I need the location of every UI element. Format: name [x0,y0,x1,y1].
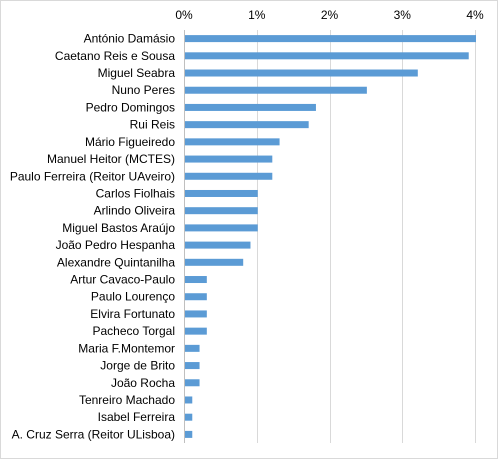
category-label: Maria F.Montemor [78,341,175,355]
bar [185,69,418,77]
bar [185,172,273,180]
category-label: Miguel Seabra [98,66,176,80]
category-label: Paulo Lourenço [91,290,175,304]
category-label: Miguel Bastos Araújo [62,221,175,235]
category-label: A. Cruz Serra (Reitor ULisboa) [12,427,175,441]
bar [185,121,309,129]
x-tick-label: 2% [321,8,339,22]
bar [185,207,258,215]
category-label: Isabel Ferreira [98,410,176,424]
category-labels: António Damásio Caetano Reis e Sousa Migue… [10,32,175,442]
category-label: Rui Reis [130,118,175,132]
category-label: Paulo Ferreira (Reitor UAveiro) [10,169,175,183]
x-tick-label: 3% [394,8,412,22]
category-label: Pacheco Torgal [93,324,176,338]
category-label: Alexandre Quintanilha [57,255,175,269]
category-label: Caetano Reis e Sousa [55,49,175,63]
bar [185,103,316,111]
bar [185,276,207,284]
category-label: Carlos Fiolhais [96,186,175,200]
x-tick-label: 0% [175,8,193,22]
bar [185,327,207,335]
value-axis-ticks: 0% 1% 2% 3% 4% [175,8,484,22]
bar [185,138,280,146]
bars [185,35,476,438]
bar [185,293,207,301]
x-tick-label: 1% [248,8,266,22]
bar [185,344,200,352]
category-label: António Damásio [84,32,176,46]
bar [185,379,200,387]
category-label: Manuel Heitor (MCTES) [47,152,175,166]
gridlines [257,30,476,443]
bar [185,310,207,318]
x-tick-label: 4% [466,8,484,22]
category-label: Elvira Fortunato [90,307,175,321]
bar [185,362,200,370]
category-label: João Pedro Hespanha [56,238,176,252]
bar [185,35,476,43]
bar [185,396,193,404]
bar [185,241,251,249]
bar [185,155,273,163]
category-label: Mário Figueiredo [85,135,175,149]
category-label: Tenreiro Machado [79,393,175,407]
bar [185,430,193,438]
bar [185,258,244,266]
bar [185,52,469,60]
bar [185,189,258,197]
category-label: Artur Cavaco-Paulo [70,273,175,287]
category-label: Nuno Peres [112,83,175,97]
bar [185,224,258,232]
category-label: Jorge de Brito [100,359,175,373]
category-label: Pedro Domingos [86,100,175,114]
bar [185,413,193,421]
category-label: João Rocha [111,376,175,390]
category-label: Arlindo Oliveira [94,204,176,218]
bar [185,86,367,94]
